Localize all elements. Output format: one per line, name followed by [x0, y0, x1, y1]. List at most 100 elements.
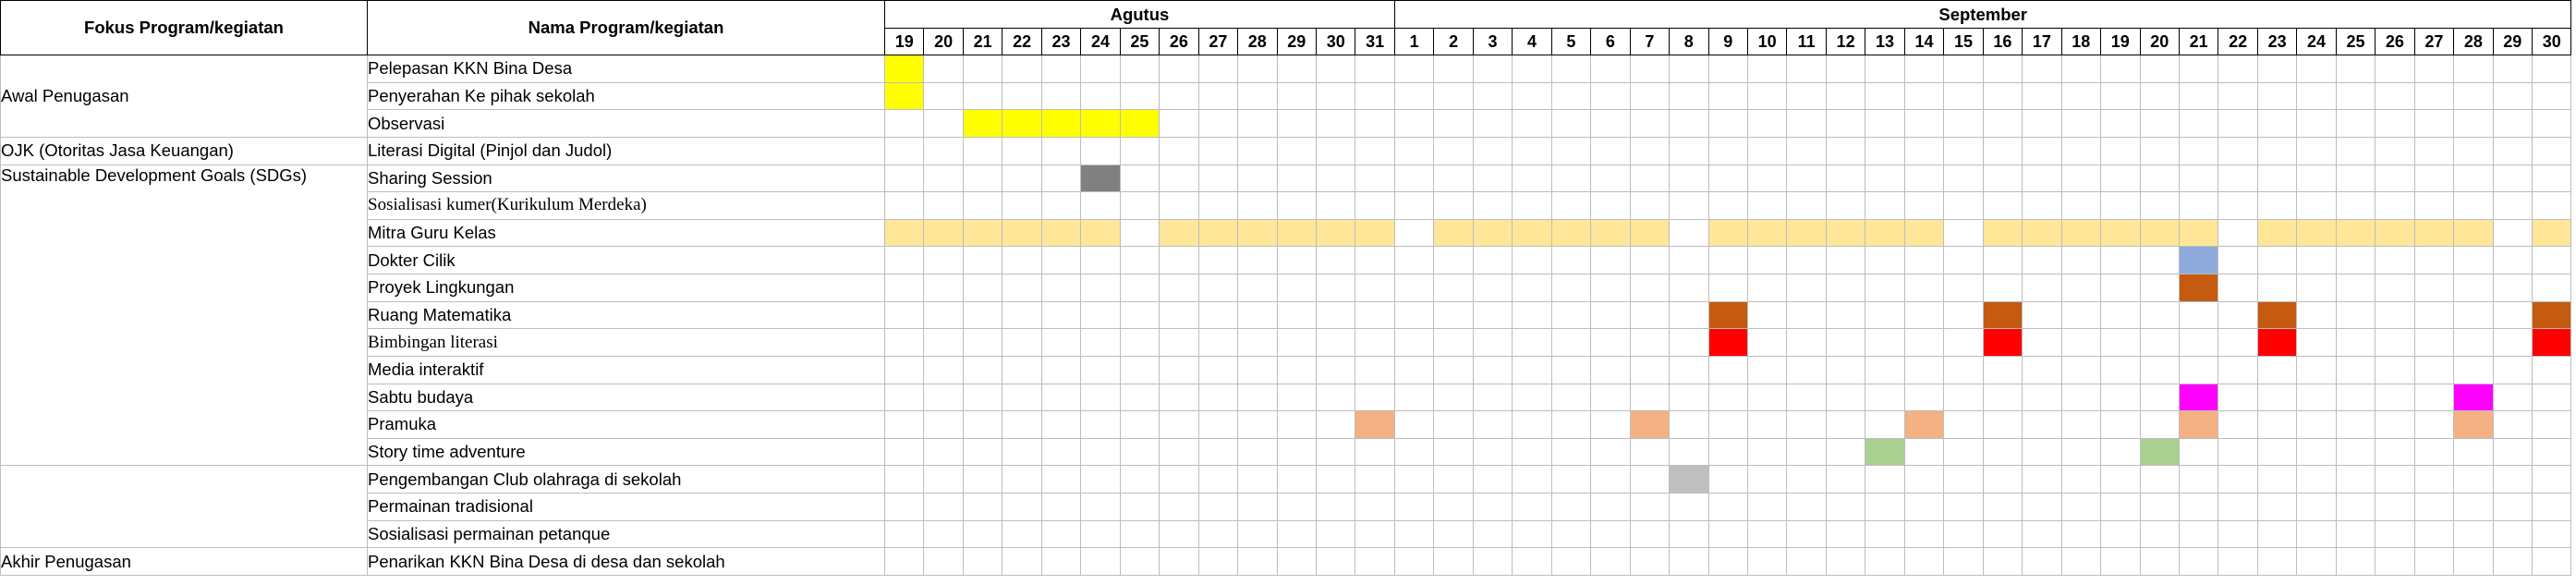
- schedule-cell-filled: [1080, 218, 1121, 248]
- schedule-cell-filled: [1355, 218, 1395, 248]
- schedule-cell: [2060, 410, 2102, 439]
- schedule-cell: [1472, 109, 1513, 138]
- schedule-cell-filled: [2532, 328, 2572, 357]
- day-header: 21: [962, 28, 1003, 55]
- schedule-cell: [2375, 355, 2415, 384]
- program-name-cell: Mitra Guru Kelas: [367, 218, 885, 248]
- schedule-cell: [1080, 136, 1121, 165]
- schedule-cell: [2022, 437, 2062, 467]
- schedule-cell: [2100, 328, 2141, 357]
- schedule-cell: [2022, 383, 2062, 412]
- schedule-cell: [2296, 493, 2337, 521]
- schedule-cell: [1119, 218, 1160, 248]
- schedule-cell: [1159, 493, 1199, 521]
- schedule-cell: [1433, 109, 1474, 138]
- schedule-cell-filled: [2413, 218, 2455, 248]
- schedule-cell: [2492, 437, 2533, 467]
- schedule-cell: [2453, 437, 2494, 467]
- schedule-cell: [1080, 547, 1121, 576]
- schedule-cell: [2335, 465, 2376, 494]
- schedule-cell: [1550, 328, 1592, 357]
- schedule-cell: [1355, 465, 1395, 494]
- schedule-cell: [883, 300, 925, 330]
- schedule-cell: [2218, 274, 2258, 302]
- program-name-cell: Ruang Matematika: [367, 300, 885, 330]
- schedule-cell: [1903, 355, 1945, 384]
- schedule-cell: [1590, 519, 1631, 549]
- schedule-cell: [2413, 164, 2455, 193]
- schedule-cell: [2335, 493, 2376, 521]
- day-header: 21: [2178, 28, 2219, 55]
- schedule-cell-filled: [1707, 300, 1748, 330]
- schedule-cell: [1590, 164, 1631, 193]
- program-name-cell: Dokter Cilik: [367, 246, 885, 274]
- schedule-cell: [962, 493, 1003, 521]
- schedule-cell: [1315, 355, 1356, 384]
- schedule-cell: [2256, 383, 2298, 412]
- schedule-cell: [2413, 493, 2455, 521]
- schedule-cell: [883, 328, 925, 357]
- schedule-cell: [2218, 136, 2258, 165]
- program-name-cell: Pengembangan Club olahraga di sekolah: [367, 465, 885, 494]
- schedule-cell: [1746, 81, 1788, 111]
- schedule-cell: [1472, 519, 1513, 549]
- schedule-cell-filled: [1002, 109, 1042, 138]
- schedule-cell: [2296, 465, 2337, 494]
- schedule-cell: [1393, 109, 1435, 138]
- day-header: 8: [1669, 28, 1709, 55]
- schedule-cell: [1433, 493, 1474, 521]
- month-header: Agutus: [884, 0, 1395, 29]
- schedule-cell-filled: [1982, 300, 2023, 330]
- schedule-cell: [1355, 191, 1395, 220]
- schedule-cell: [1865, 164, 1905, 193]
- schedule-cell: [2022, 136, 2062, 165]
- schedule-cell: [2100, 383, 2141, 412]
- schedule-cell: [2492, 493, 2533, 521]
- schedule-cell: [1550, 300, 1592, 330]
- schedule-cell: [1669, 437, 1709, 467]
- schedule-cell: [2218, 109, 2258, 138]
- schedule-cell: [1629, 164, 1671, 193]
- schedule-cell: [2492, 218, 2533, 248]
- schedule-cell: [1707, 437, 1748, 467]
- schedule-cell: [1197, 191, 1239, 220]
- program-name-cell: Permainan tradisional: [367, 493, 885, 521]
- day-header: 13: [1865, 28, 1905, 55]
- schedule-cell: [1197, 274, 1239, 302]
- schedule-cell-filled: [2256, 328, 2298, 357]
- schedule-cell: [2453, 274, 2494, 302]
- schedule-cell: [1982, 383, 2023, 412]
- schedule-cell: [2022, 191, 2062, 220]
- schedule-cell: [1393, 328, 1435, 357]
- schedule-cell: [2532, 410, 2572, 439]
- schedule-cell: [2100, 355, 2141, 384]
- schedule-cell: [1472, 328, 1513, 357]
- schedule-cell: [1393, 547, 1435, 576]
- schedule-cell: [2413, 519, 2455, 549]
- schedule-cell: [1080, 519, 1121, 549]
- schedule-cell: [1433, 547, 1474, 576]
- schedule-cell: [1550, 547, 1592, 576]
- schedule-cell: [2256, 519, 2298, 549]
- schedule-cell: [2100, 493, 2141, 521]
- schedule-cell: [1982, 55, 2023, 83]
- schedule-cell: [1433, 191, 1474, 220]
- schedule-cell: [1825, 519, 1866, 549]
- schedule-cell: [2375, 300, 2415, 330]
- schedule-cell: [1786, 437, 1827, 467]
- schedule-cell: [883, 246, 925, 274]
- schedule-cell: [1550, 410, 1592, 439]
- schedule-cell: [2060, 246, 2102, 274]
- schedule-cell: [1040, 164, 1082, 193]
- schedule-cell-filled: [1707, 218, 1748, 248]
- schedule-cell: [2178, 328, 2219, 357]
- schedule-cell: [923, 81, 964, 111]
- schedule-cell: [1943, 274, 1984, 302]
- schedule-cell: [1472, 465, 1513, 494]
- day-header: 6: [1590, 28, 1631, 55]
- schedule-cell: [2100, 437, 2141, 467]
- schedule-cell: [1433, 81, 1474, 111]
- schedule-cell: [2453, 81, 2494, 111]
- schedule-cell: [1393, 218, 1435, 248]
- day-header: 5: [1550, 28, 1592, 55]
